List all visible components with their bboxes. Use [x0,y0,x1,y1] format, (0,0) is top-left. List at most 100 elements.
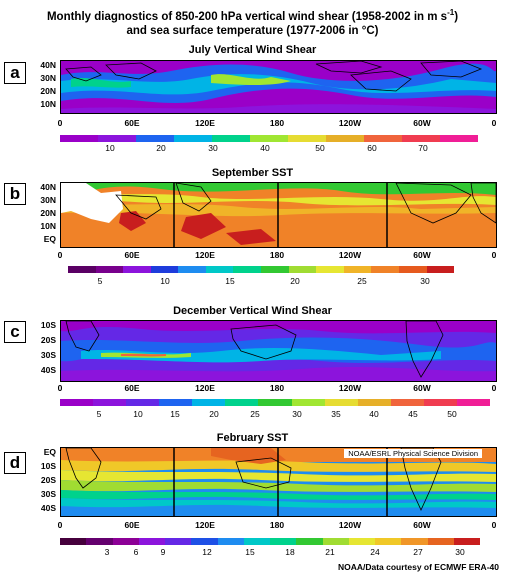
colorbar-label: 50 [447,409,457,419]
colorbar [60,538,480,545]
colorbar-label: 40 [369,409,379,419]
colorbar-label: 6 [133,547,139,557]
colorbar-label: 9 [160,547,166,557]
lon-label: 120W [338,250,362,260]
colorbar-label: 30 [292,409,302,419]
panel-title: September SST [211,167,294,179]
colorbar-label: 15 [245,547,255,557]
shear-field [61,321,496,381]
colorbar-label: 10 [160,276,170,286]
colorbar-label: 50 [315,143,325,153]
lon-label: 120W [338,520,362,530]
lat-label: 20N [40,86,56,96]
noaa-watermark: NOAA/ESRL Physical Science Division [344,449,482,458]
lon-label: 0 [491,383,497,393]
lat-label: 20S [40,475,56,485]
lon-label: 180 [269,383,285,393]
colorbar [68,266,455,273]
colorbar-label: 27 [413,547,423,557]
panel-a: July Vertical Wind Shear a 40N 30N 20N 1… [0,42,505,153]
lat-label: 40S [40,365,56,375]
lon-label: 120W [338,118,362,128]
data-credit: NOAA/Data courtesy of ECMWF ERA-40 [337,562,499,572]
colorbar-label: 30 [455,547,465,557]
lon-label: 60W [413,520,431,530]
colorbar-label: 3 [104,547,110,557]
lon-label: 120E [195,520,215,530]
panel-title: February SST [216,432,289,444]
lat-label: 10S [40,461,56,471]
colorbar-label: 15 [170,409,180,419]
colorbar-label: 12 [202,547,212,557]
colorbar-label: 24 [370,547,380,557]
sst-field [61,183,496,247]
lat-label: 30S [40,350,56,360]
lon-label: 120E [195,118,215,128]
colorbar-label: 15 [225,276,235,286]
map-area [60,320,497,382]
panel-letter: c [4,321,26,343]
lat-label: 10N [40,99,56,109]
lon-label: 60E [124,118,140,128]
lon-label: 0 [491,250,497,260]
colorbar-label: 20 [156,143,166,153]
lon-label: 180 [269,118,285,128]
colorbar [60,399,491,406]
panel-title: July Vertical Wind Shear [188,44,317,56]
lon-label: 120E [195,383,215,393]
figure-title: Monthly diagnostics of 850-200 hPa verti… [46,8,459,37]
lat-label: EQ [43,234,56,244]
lat-label: 10S [40,320,56,330]
lon-label: 60W [413,250,431,260]
lon-label: 60E [124,250,140,260]
lon-label: 60W [413,383,431,393]
lon-label: 120W [338,383,362,393]
lat-label: 20S [40,335,56,345]
panel-c: December Vertical Wind Shear c 10S 20S 3… [0,303,505,423]
colorbar-label: 60 [367,143,377,153]
lat-label: 30S [40,489,56,499]
colorbar [60,135,478,142]
colorbar-label: 30 [208,143,218,153]
lon-label: 0 [491,118,497,128]
colorbar-label: 10 [133,409,143,419]
sst-field [61,448,496,516]
lon-label: 0 [491,520,497,530]
lon-label: 60E [124,383,140,393]
colorbar-label: 5 [96,409,102,419]
panel-d: February SST d NOAA/ESRL Physical Scienc… [0,430,505,560]
lon-label: 0 [57,383,63,393]
colorbar-label: 10 [105,143,115,153]
lat-label: 40N [40,60,56,70]
colorbar-label: 20 [209,409,219,419]
colorbar-label: 35 [331,409,341,419]
lat-label: 40N [40,182,56,192]
lat-label: 30N [40,195,56,205]
lat-label: 10N [40,221,56,231]
colorbar-label: 30 [420,276,430,286]
panel-letter: b [4,183,26,205]
lon-label: 60W [413,118,431,128]
colorbar-label: 25 [250,409,260,419]
lat-label: 30N [40,73,56,83]
colorbar-label: 20 [290,276,300,286]
colorbar-label: 25 [357,276,367,286]
lon-label: 180 [269,520,285,530]
lon-label: 120E [195,250,215,260]
panel-title: December Vertical Wind Shear [173,305,332,317]
lat-label: 40S [40,503,56,513]
lat-label: 20N [40,208,56,218]
panel-letter: d [4,452,26,474]
lon-label: 0 [57,250,63,260]
lon-label: 0 [57,118,63,128]
colorbar-label: 40 [260,143,270,153]
map-area [60,182,497,248]
colorbar-label: 18 [285,547,295,557]
colorbar-label: 21 [325,547,335,557]
map-area [60,60,497,114]
panel-b: September SST b 40N 30N 20N 10N EQ 0 60E… [0,165,505,295]
panel-letter: a [4,62,26,84]
lon-label: 180 [269,250,285,260]
lon-label: 60E [124,520,140,530]
lon-label: 0 [57,520,63,530]
